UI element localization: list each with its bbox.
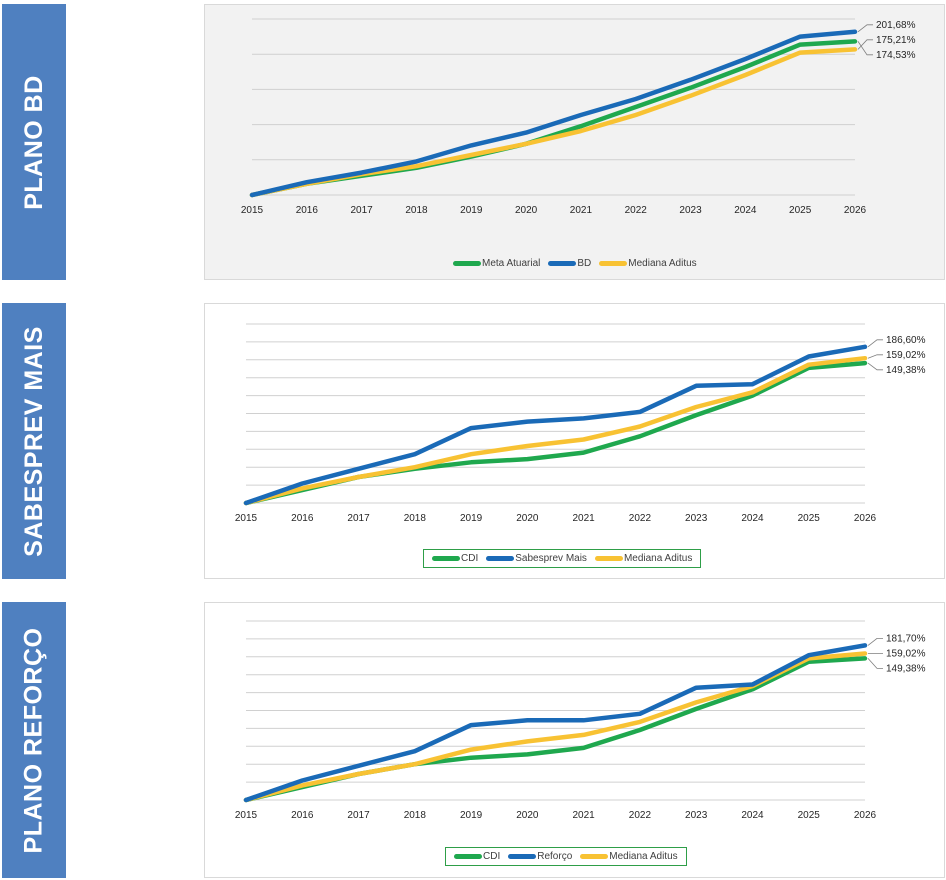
- legend-item: CDI: [432, 553, 478, 564]
- x-tick-label: 2020: [515, 205, 538, 216]
- legend-swatch: [594, 556, 623, 561]
- legend-item: Reforço: [508, 851, 572, 862]
- x-tick-label: 2015: [235, 810, 258, 821]
- legend-swatch: [432, 556, 460, 561]
- side-label-plano-bd: PLANO BD: [2, 4, 66, 280]
- end-value-label: 186,60%: [886, 335, 926, 346]
- legend-item: Mediana Aditus: [599, 258, 697, 269]
- x-tick-label: 2022: [629, 810, 652, 821]
- legend-item: BD: [548, 258, 591, 269]
- legend-swatch: [548, 261, 577, 266]
- x-tick-label: 2023: [685, 810, 708, 821]
- legend-swatch: [508, 854, 537, 859]
- legend: Meta Atuarial BD Mediana Aditus: [445, 255, 705, 272]
- legend-item: Mediana Aditus: [580, 851, 678, 862]
- end-value-label: 181,70%: [886, 633, 926, 644]
- series-line-reforço: [243, 643, 868, 803]
- x-tick-label: 2016: [291, 810, 314, 821]
- leader-line: [867, 354, 883, 359]
- x-tick-label: 2015: [241, 205, 264, 216]
- x-tick-label: 2024: [741, 513, 764, 524]
- leader-line: [857, 41, 873, 56]
- x-tick-label: 2019: [460, 205, 483, 216]
- chart-svg-1: 2015 2016 2017 2018 2019 2020 2021 2022 2023 2024…: [235, 323, 926, 524]
- leader-line: [867, 362, 883, 371]
- legend-item: Mediana Aditus: [594, 553, 693, 564]
- end-value-label: 175,21%: [876, 35, 916, 46]
- x-tick-label: 2022: [629, 513, 652, 524]
- legend-label: Mediana Aditus: [628, 258, 697, 269]
- legend: CDI Sabesprev Mais Mediana Aditus: [423, 549, 702, 568]
- chart-svg-2: 2015 2016 2017 2018 2019 2020 2021 2022 2023 2024…: [235, 620, 926, 821]
- x-tick-label: 2020: [516, 810, 539, 821]
- x-tick-label: 2025: [798, 513, 821, 524]
- legend-label: Mediana Aditus: [609, 851, 678, 862]
- x-tick-label: 2020: [516, 513, 539, 524]
- legend-label: CDI: [461, 553, 479, 564]
- x-tick-label: 2024: [741, 810, 764, 821]
- x-tick-label: 2019: [460, 513, 483, 524]
- series-line-meta-atuarial: [249, 39, 858, 198]
- x-tick-label: 2018: [405, 205, 428, 216]
- x-tick-label: 2026: [854, 513, 877, 524]
- x-tick-label: 2016: [291, 513, 314, 524]
- legend-label: Reforço: [537, 851, 573, 862]
- leader-line: [857, 24, 873, 33]
- x-tick-label: 2018: [404, 513, 427, 524]
- legend-swatch: [453, 261, 481, 266]
- end-value-label: 201,68%: [876, 20, 916, 31]
- leader-line: [867, 638, 883, 646]
- legend-label: CDI: [483, 851, 501, 862]
- series-line-sabesprev-mais: [243, 344, 868, 506]
- x-tick-label: 2025: [798, 810, 821, 821]
- end-value-label: 159,02%: [886, 648, 926, 659]
- legend-label: Meta Atuarial: [482, 258, 541, 269]
- x-tick-label: 2025: [789, 205, 812, 216]
- legend-label: BD: [577, 258, 592, 269]
- side-label-sabesprev-mais: SABESPREV MAIS: [2, 303, 66, 579]
- legend-label: Sabesprev Mais: [515, 553, 587, 564]
- end-value-label: 149,38%: [886, 663, 926, 674]
- end-value-label: 159,02%: [886, 350, 926, 361]
- x-tick-label: 2021: [573, 513, 596, 524]
- x-tick-label: 2021: [573, 810, 596, 821]
- chart-panel-plano-reforco: 2015 2016 2017 2018 2019 2020 2021 2022 2023 2024…: [204, 602, 945, 878]
- x-tick-label: 2023: [679, 205, 702, 216]
- x-tick-label: 2019: [460, 810, 483, 821]
- x-tick-label: 2022: [625, 205, 648, 216]
- legend-swatch: [454, 854, 482, 859]
- side-label-text: PLANO REFORÇO: [19, 627, 48, 853]
- series-line-mediana-aditus: [243, 355, 868, 506]
- end-value-label: 149,38%: [886, 365, 926, 376]
- x-tick-label: 2026: [844, 205, 867, 216]
- legend-item: CDI: [454, 851, 500, 862]
- end-value-label: 174,53%: [876, 50, 916, 61]
- x-tick-label: 2017: [347, 513, 370, 524]
- legend-swatch: [580, 854, 609, 859]
- series-line-bd: [249, 29, 858, 198]
- x-tick-label: 2023: [685, 513, 708, 524]
- x-tick-label: 2017: [347, 810, 370, 821]
- legend-item: Meta Atuarial: [453, 258, 540, 269]
- chart-panel-plano-bd: 2015 2016 2017 2018 2019 2020 2021 2022 2023 2024…: [204, 4, 945, 280]
- x-tick-label: 2016: [296, 205, 319, 216]
- legend-item: Sabesprev Mais: [486, 553, 587, 564]
- side-label-text: SABESPREV MAIS: [19, 325, 48, 557]
- x-tick-label: 2021: [570, 205, 593, 216]
- x-tick-label: 2017: [351, 205, 374, 216]
- x-tick-label: 2015: [235, 513, 258, 524]
- leader-line: [867, 658, 883, 669]
- chart-svg-0: 2015 2016 2017 2018 2019 2020 2021 2022 2023 2024…: [241, 18, 916, 216]
- x-tick-label: 2024: [734, 205, 757, 216]
- legend: CDI Reforço Mediana Aditus: [445, 847, 687, 866]
- side-label-plano-reforco: PLANO REFORÇO: [2, 602, 66, 878]
- legend-label: Mediana Aditus: [623, 553, 693, 564]
- legend-swatch: [599, 261, 628, 266]
- chart-panel-sabesprev-mais: 2015 2016 2017 2018 2019 2020 2021 2022 2023 2024…: [204, 303, 945, 579]
- x-tick-label: 2026: [854, 810, 877, 821]
- leader-line: [867, 339, 883, 348]
- side-label-text: PLANO BD: [19, 74, 48, 210]
- x-tick-label: 2018: [404, 810, 427, 821]
- legend-swatch: [486, 556, 515, 561]
